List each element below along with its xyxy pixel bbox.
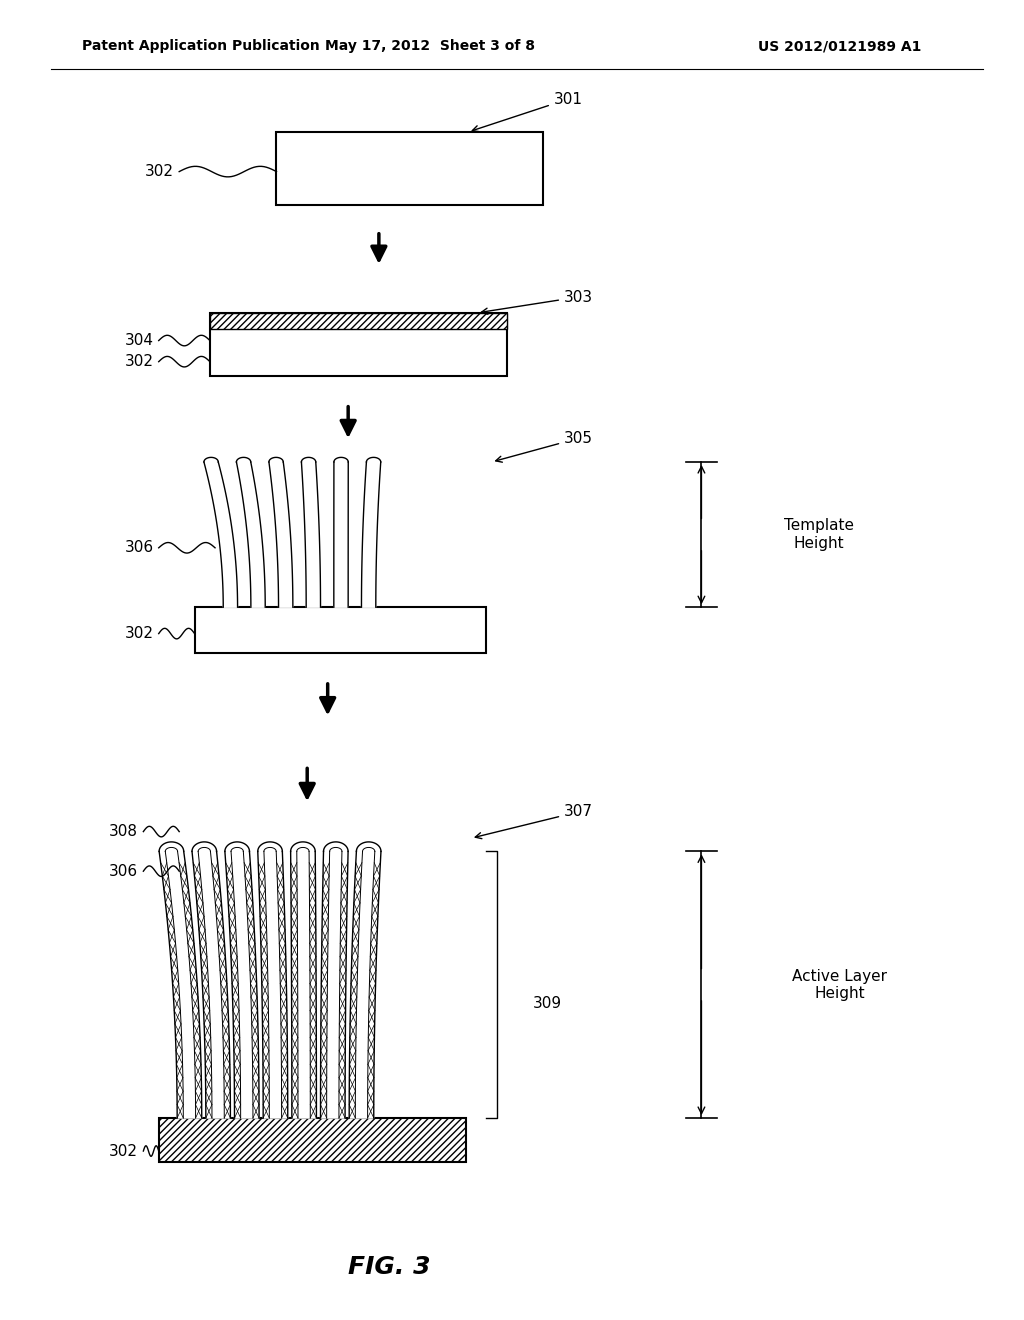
Text: 309: 309 (532, 995, 561, 1011)
Bar (276, 132, 543, 205)
Polygon shape (269, 462, 293, 607)
Polygon shape (301, 462, 321, 607)
Polygon shape (349, 851, 381, 1118)
Text: 304: 304 (125, 333, 154, 348)
Text: 307: 307 (475, 804, 593, 838)
Text: 305: 305 (496, 430, 593, 462)
Text: FIG. 3: FIG. 3 (348, 1255, 430, 1279)
Bar (210, 313, 507, 329)
Text: US 2012/0121989 A1: US 2012/0121989 A1 (758, 40, 922, 53)
Text: 303: 303 (481, 289, 593, 314)
Bar (210, 313, 507, 376)
Polygon shape (334, 462, 348, 607)
Polygon shape (193, 851, 230, 1118)
Text: Active Layer
Height: Active Layer Height (793, 969, 887, 1001)
Text: 306: 306 (125, 540, 154, 556)
Polygon shape (204, 462, 238, 607)
Polygon shape (361, 462, 381, 607)
Text: May 17, 2012  Sheet 3 of 8: May 17, 2012 Sheet 3 of 8 (325, 40, 536, 53)
Text: 308: 308 (110, 824, 138, 840)
Text: Patent Application Publication: Patent Application Publication (82, 40, 319, 53)
Text: 306: 306 (110, 863, 138, 879)
Polygon shape (225, 851, 259, 1118)
Polygon shape (258, 851, 288, 1118)
Text: 302: 302 (125, 354, 154, 370)
Polygon shape (159, 851, 202, 1118)
Text: 302: 302 (110, 1143, 138, 1159)
Polygon shape (291, 851, 316, 1118)
Bar (159, 1118, 466, 1162)
Text: Template
Height: Template Height (784, 519, 854, 550)
Polygon shape (237, 462, 265, 607)
Polygon shape (321, 851, 348, 1118)
Text: 302: 302 (125, 626, 154, 642)
Text: 301: 301 (472, 91, 583, 132)
Bar (195, 607, 486, 653)
Text: 302: 302 (145, 164, 174, 180)
